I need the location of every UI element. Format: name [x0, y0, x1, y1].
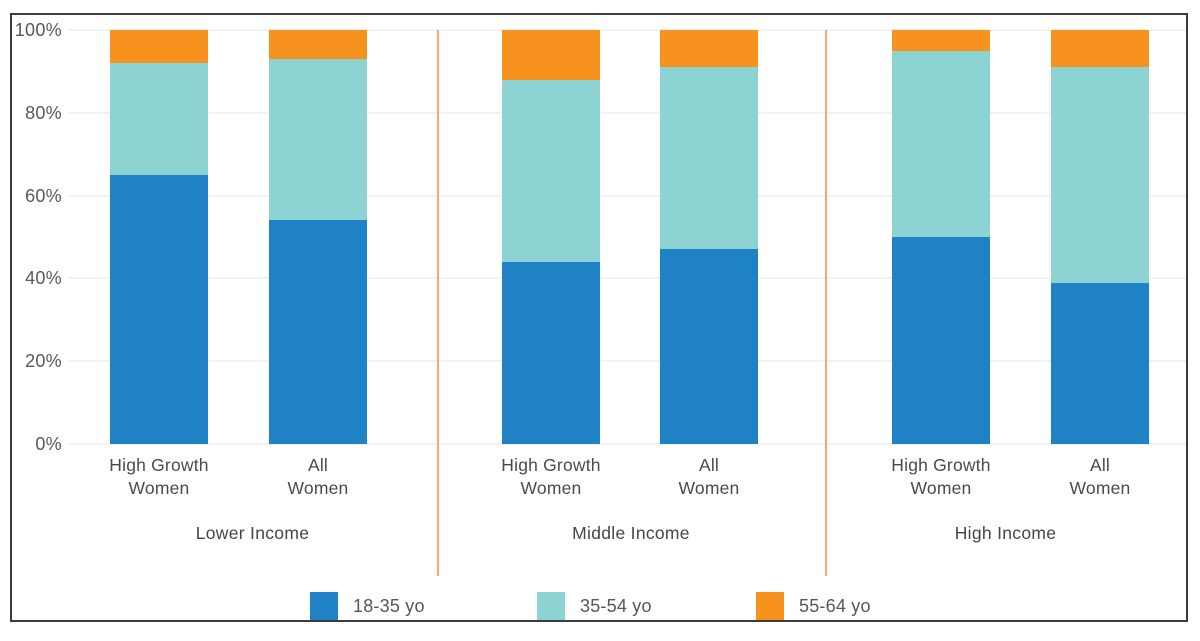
stacked-bar	[1051, 30, 1149, 444]
legend-color-swatch	[756, 592, 784, 620]
stacked-bar	[269, 30, 367, 444]
bar-segment-55-64-yo	[502, 30, 600, 80]
bar-category-label-line: Women	[520, 478, 582, 498]
bar-category-label-line: Women	[128, 478, 190, 498]
bar-category-label: High Growth Women	[466, 454, 636, 500]
y-axis-tick-label: 0%	[35, 434, 62, 454]
y-axis-tick-label: 60%	[25, 185, 62, 206]
bar-segment-35-54-yo	[892, 50, 990, 237]
legend-item: 18-35 yo	[310, 592, 425, 620]
bar-segment-18-35-yo	[660, 249, 758, 444]
bar-category-label-line: Women	[287, 478, 349, 498]
bar-segment-55-64-yo	[269, 30, 367, 59]
bar-segment-55-64-yo	[660, 30, 758, 68]
y-gridline	[68, 360, 1186, 363]
income-group-label: Middle Income	[572, 523, 690, 543]
legend-color-swatch	[310, 592, 338, 620]
income-group-label: Lower Income	[195, 523, 310, 543]
bar-segment-35-54-yo	[502, 79, 600, 262]
bar-segment-18-35-yo	[110, 174, 208, 444]
legend-label: 35-54 yo	[580, 595, 652, 616]
stacked-bar	[892, 30, 990, 444]
bar-category-label-line: All	[698, 455, 720, 475]
bar-category-label: All Women	[233, 454, 403, 500]
bar-segment-55-64-yo	[110, 30, 208, 64]
group-separator-line	[825, 30, 827, 576]
bar-category-label: All Women	[1015, 454, 1185, 500]
bar-category-label: High Growth Women	[856, 454, 1026, 500]
legend-item: 35-54 yo	[537, 592, 652, 620]
stacked-bar	[502, 30, 600, 444]
legend-color-swatch	[537, 592, 565, 620]
y-axis-tick-label: 40%	[25, 268, 62, 289]
bar-segment-18-35-yo	[1051, 282, 1149, 444]
y-gridline	[68, 194, 1186, 197]
y-axis-tick-label: 20%	[25, 351, 62, 372]
bar-segment-35-54-yo	[269, 58, 367, 221]
bar-category-label-line: High Growth	[109, 455, 209, 475]
bar-category-label-line: All	[1089, 455, 1111, 475]
stacked-bar	[660, 30, 758, 444]
bar-segment-35-54-yo	[1051, 67, 1149, 283]
y-gridline	[68, 443, 1186, 445]
bar-category-label-line: High Growth	[891, 455, 991, 475]
bar-segment-18-35-yo	[502, 261, 600, 444]
bar-category-label-line: High Growth	[501, 455, 601, 475]
legend-item: 55-64 yo	[756, 592, 871, 620]
y-axis-tick-label: 80%	[25, 102, 62, 123]
bar-category-label: All Women	[624, 454, 794, 500]
y-gridline	[68, 29, 1186, 31]
bar-segment-18-35-yo	[892, 236, 990, 444]
bar-segment-55-64-yo	[1051, 30, 1149, 68]
chart-frame: 0% 20% 40% 60% 80% 100% High Growth Women All Wom…	[10, 13, 1188, 622]
bar-segment-35-54-yo	[660, 67, 758, 250]
y-gridline	[68, 277, 1186, 280]
stacked-bar	[110, 30, 208, 444]
bar-segment-35-54-yo	[110, 63, 208, 175]
bar-category-label-line: Women	[1069, 478, 1131, 498]
bar-category-label-line: Women	[910, 478, 972, 498]
bar-category-label: High Growth Women	[74, 454, 244, 500]
chart-plot-area: 0% 20% 40% 60% 80% 100% High Growth Women All Wom…	[12, 15, 1186, 620]
y-axis-tick-label: 100%	[14, 20, 62, 40]
income-group-label: High Income	[954, 523, 1057, 543]
legend-label: 18-35 yo	[353, 595, 425, 616]
legend-label: 55-64 yo	[799, 595, 871, 616]
bar-segment-55-64-yo	[892, 30, 990, 51]
y-gridline	[68, 111, 1186, 114]
bar-segment-18-35-yo	[269, 220, 367, 444]
group-separator-line	[437, 30, 439, 576]
bar-category-label-line: Women	[678, 478, 740, 498]
bar-category-label-line: All	[307, 455, 329, 475]
